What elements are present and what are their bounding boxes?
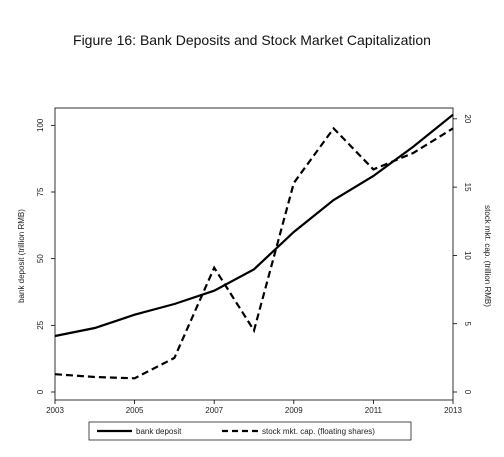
legend-box <box>88 421 412 441</box>
chart-title: Figure 16: Bank Deposits and Stock Marke… <box>73 32 431 48</box>
legend-label-bank-deposit: bank deposit <box>136 427 182 436</box>
y-tick-label: 25 <box>36 320 45 329</box>
y2-tick-label: 15 <box>463 183 472 192</box>
y2-tick-label: 0 <box>463 390 472 395</box>
plot-frame <box>54 107 454 401</box>
x-tick-label: 2005 <box>126 406 144 415</box>
x-tick-label: 2011 <box>365 406 383 415</box>
x-tick-label: 2007 <box>205 406 223 415</box>
y-tick-label: 100 <box>36 118 45 132</box>
y-tick-label: 50 <box>36 254 45 263</box>
x-tick-label: 2003 <box>46 406 64 415</box>
y2-axis-label: stock mkt. cap. (trillion RMB) <box>483 205 492 307</box>
y-tick-label: 0 <box>36 389 45 394</box>
legend: bank deposit stock mkt. cap. (floating s… <box>88 421 412 441</box>
y-tick-label: 75 <box>36 187 45 196</box>
x-tick-label: 2009 <box>285 406 303 415</box>
y-axis-label: bank deposit (trillion RMB) <box>17 209 26 303</box>
series-line-bank-deposit <box>54 113 454 338</box>
y2-tick-label: 20 <box>463 114 472 123</box>
x-tick-label: 2013 <box>444 406 462 415</box>
legend-label-stock-mkt-cap: stock mkt. cap. (floating shares) <box>262 427 375 436</box>
y2-tick-label: 10 <box>463 251 472 260</box>
y2-tick-label: 5 <box>463 321 472 326</box>
series-line-stock-mkt-cap <box>54 126 454 380</box>
